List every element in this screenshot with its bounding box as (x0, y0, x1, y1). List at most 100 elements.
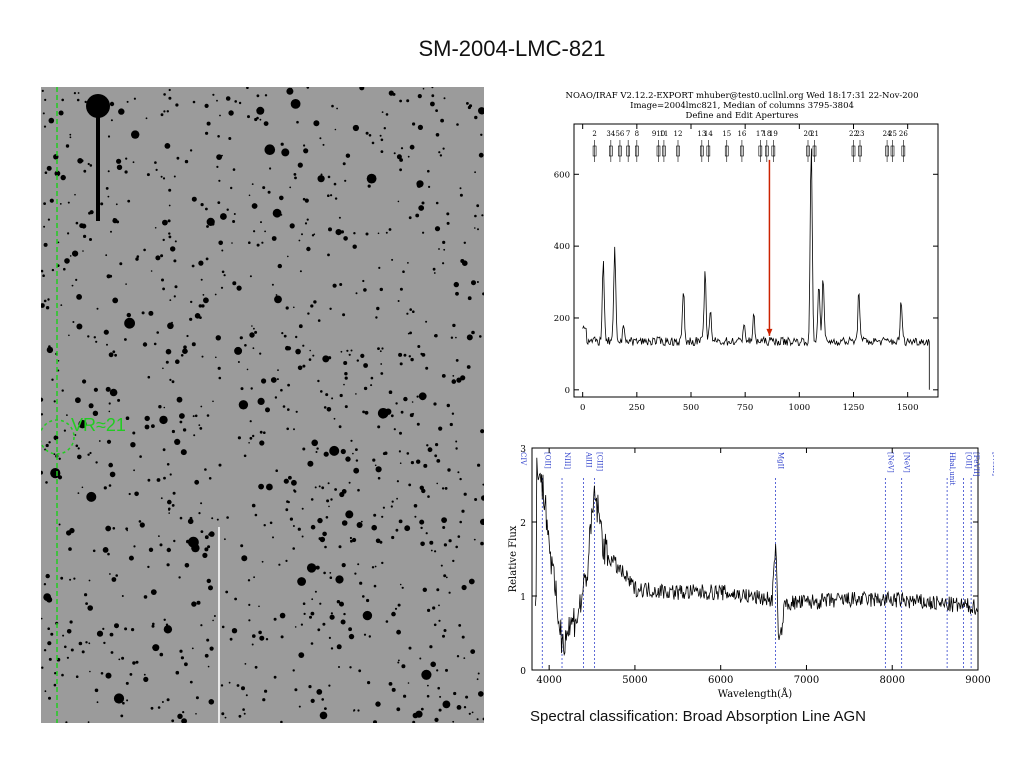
star (297, 577, 306, 586)
star (446, 212, 450, 216)
star (436, 459, 441, 463)
star (328, 505, 330, 508)
star (280, 388, 283, 392)
star (126, 100, 129, 103)
star (264, 689, 268, 693)
star (88, 607, 92, 611)
star (456, 377, 462, 383)
star (285, 559, 288, 562)
iraf-aperture-plot: NOAO/IRAF V2.12.2-EXPORT mhuber@test0.uc… (532, 88, 952, 416)
star (348, 627, 352, 632)
emission-line-label: [OII] (543, 452, 551, 469)
star (273, 675, 277, 679)
aperture-label: 23 (856, 130, 865, 138)
star (473, 538, 476, 541)
star (43, 202, 46, 205)
star (440, 564, 443, 567)
star (48, 345, 51, 348)
star (286, 427, 289, 431)
star (124, 170, 128, 174)
star (70, 648, 74, 652)
star (146, 173, 150, 177)
star (436, 482, 439, 485)
x-tick-label: 1250 (843, 403, 865, 413)
star (100, 202, 104, 206)
star (218, 179, 221, 182)
star (338, 425, 342, 429)
star (180, 354, 184, 357)
star (434, 454, 438, 458)
star (358, 669, 362, 673)
star (413, 504, 418, 508)
star (391, 258, 394, 261)
star (148, 547, 154, 552)
star (435, 201, 439, 205)
star (391, 500, 394, 503)
star (397, 200, 400, 203)
star (310, 304, 314, 308)
star (443, 574, 447, 578)
star (295, 348, 301, 355)
star (368, 134, 372, 137)
star (54, 170, 61, 177)
star (391, 611, 396, 617)
star (275, 469, 278, 473)
star (339, 601, 344, 607)
star (363, 288, 367, 292)
star (259, 118, 262, 121)
star (243, 712, 246, 715)
star (279, 195, 284, 201)
star (107, 195, 110, 198)
star (173, 539, 176, 543)
star (400, 410, 404, 414)
star (436, 588, 440, 592)
star (262, 186, 266, 190)
star (309, 615, 312, 619)
aperture-label: 26 (899, 130, 908, 138)
star (116, 158, 122, 164)
star (119, 262, 123, 266)
star (41, 303, 45, 308)
star (45, 481, 48, 484)
star (42, 274, 45, 277)
star (417, 94, 422, 99)
star (379, 350, 382, 353)
star (200, 278, 203, 281)
star (69, 136, 72, 139)
star (417, 124, 423, 130)
star (459, 187, 462, 190)
star (209, 531, 215, 537)
star (87, 335, 90, 338)
star (297, 162, 303, 168)
y-tick-label: 3 (520, 445, 526, 455)
star (381, 111, 384, 113)
star (157, 706, 161, 709)
star (353, 467, 360, 474)
star (166, 547, 171, 553)
star (306, 246, 311, 252)
star (53, 683, 57, 687)
star (280, 142, 284, 146)
star (277, 369, 279, 371)
star (438, 151, 441, 154)
star (49, 198, 54, 203)
star (44, 171, 48, 174)
star (174, 438, 181, 445)
star (161, 701, 164, 703)
star (272, 208, 282, 218)
star (430, 549, 433, 552)
star (316, 689, 323, 695)
star (396, 497, 398, 500)
star (230, 186, 233, 190)
star (42, 112, 45, 115)
star (355, 292, 358, 295)
classification-caption: Spectral classification: Broad Absorptio… (530, 708, 867, 725)
star (166, 698, 170, 702)
star (328, 356, 332, 360)
star (200, 405, 203, 408)
star (362, 279, 365, 283)
star (406, 312, 409, 315)
star (336, 600, 341, 604)
star (330, 498, 333, 501)
star (76, 323, 83, 330)
